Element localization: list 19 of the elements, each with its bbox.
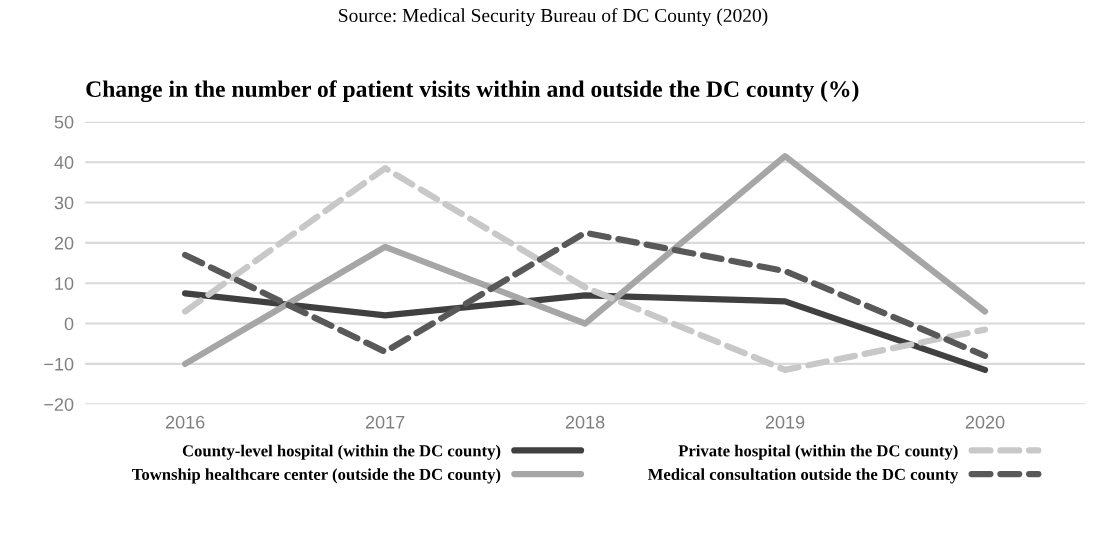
y-tick-label: 20 [54, 236, 74, 250]
y-tick-label: 10 [55, 277, 74, 290]
legend-label: Medical consultation outside the DC county [647, 468, 959, 484]
y-tick-label: 40 [54, 156, 74, 169]
x-tick-label: 2016 [165, 415, 205, 429]
legend-label: County-level hospital (within the DC county) [182, 444, 501, 460]
y-tick-label: 30 [54, 196, 74, 210]
x-tick-label: 2019 [765, 415, 805, 429]
x-tick-label: 2020 [965, 415, 1005, 429]
x-tick-label: 2017 [365, 415, 405, 429]
y-tick-label: −10 [44, 357, 74, 371]
y-tick-label: 0 [64, 317, 74, 331]
legend-label: Township healthcare center (outside the DC county) [132, 468, 501, 484]
source-note: Source: Medical Security Bureau of DC County (2020) [339, 8, 768, 27]
legend-label: Private hospital (within the DC county) [678, 444, 958, 460]
chart-title: Change in the number of patient visits within and outside the DC county (%) [86, 80, 859, 103]
y-tick-label: 50 [54, 115, 74, 129]
y-tick-label: −20 [44, 398, 74, 411]
x-tick-label: 2018 [565, 415, 605, 429]
